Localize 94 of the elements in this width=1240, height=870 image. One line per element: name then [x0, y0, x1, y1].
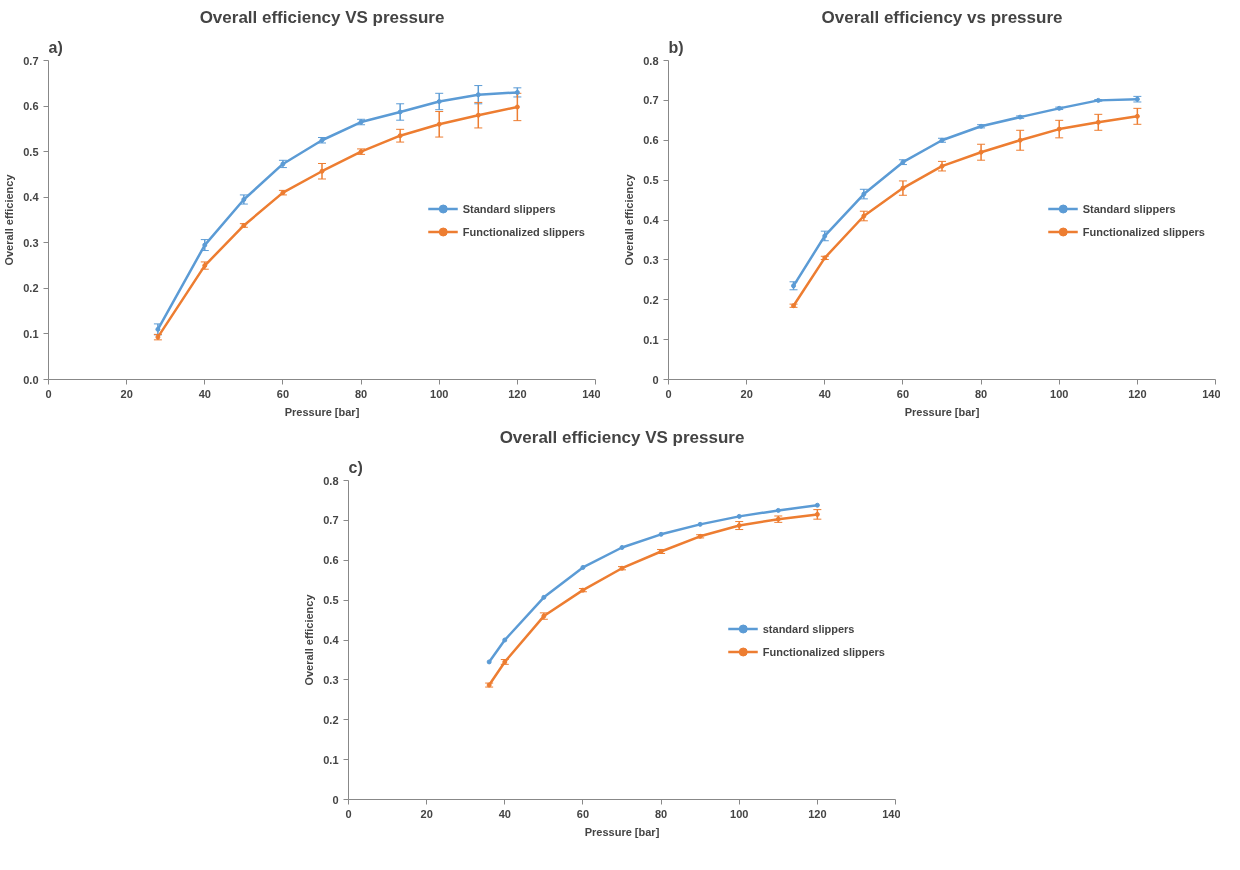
legend-label: Functionalized slippers: [1082, 225, 1205, 237]
x-tick-label: 140: [582, 387, 601, 400]
x-tick-label: 20: [740, 387, 753, 400]
y-tick-label: 0.3: [643, 253, 659, 266]
point: [541, 594, 547, 600]
text: a): [48, 38, 63, 56]
point: [502, 637, 508, 643]
y-tick-label: 0.5: [323, 594, 339, 607]
point: [319, 168, 325, 174]
x-tick-label: 100: [430, 387, 449, 400]
y-tick-label: 0.6: [643, 134, 659, 147]
x-tick-label: 0: [665, 387, 672, 400]
point: [814, 502, 820, 508]
chart-title: Overall efficiency vs pressure: [821, 7, 1063, 27]
x-tick-label: 80: [654, 807, 668, 820]
y-tick-label: 0.7: [323, 514, 339, 527]
point: [475, 112, 481, 118]
y-tick-label: 0.1: [643, 333, 659, 346]
y-tick-label: 0.4: [323, 634, 340, 646]
x-tick-label: 40: [198, 387, 211, 400]
point: [775, 507, 781, 513]
x-tick-label: 120: [808, 807, 827, 820]
y-tick-label: 0: [332, 793, 339, 806]
x-axis-title: Pressure [bar]: [284, 405, 360, 418]
x-axis-title: Pressure [bar]: [584, 825, 660, 838]
point: [155, 326, 161, 332]
y-tick-label: 0.1: [323, 753, 339, 766]
x-tick-label: 140: [1202, 387, 1221, 400]
point: [436, 121, 442, 127]
y-tick-label: 0.8: [643, 54, 659, 67]
point: [1095, 119, 1101, 125]
y-tick-label: 0.1: [23, 327, 39, 340]
x-axis-title: Pressure [bar]: [904, 405, 980, 418]
point: [1056, 126, 1062, 132]
x-tick-label: 80: [354, 387, 368, 400]
legend-label: Functionalized slippers: [462, 225, 585, 237]
point: [1134, 113, 1140, 119]
point: [658, 531, 664, 537]
point: [436, 99, 442, 105]
text: b): [668, 38, 684, 56]
point: [580, 564, 586, 570]
point: [619, 544, 625, 550]
y-tick-label: 0.5: [643, 174, 659, 187]
x-tick-label: 120: [508, 387, 527, 400]
x-tick-label: 0: [345, 807, 352, 820]
point: [397, 109, 403, 115]
point: [736, 513, 742, 519]
y-tick-label: 0.6: [23, 100, 39, 113]
y-tick-label: 0.7: [643, 94, 659, 107]
y-tick-label: 0.7: [23, 54, 39, 67]
y-tick-label: 0.8: [323, 474, 339, 487]
x-tick-label: 60: [276, 387, 290, 400]
y-tick-label: 0.6: [323, 554, 339, 567]
x-tick-label: 80: [974, 387, 988, 400]
y-tick-label: 0.3: [23, 236, 39, 249]
x-tick-label: 140: [882, 807, 901, 820]
x-tick-label: 0: [45, 387, 52, 400]
x-tick-label: 20: [420, 807, 433, 820]
x-tick-label: 40: [498, 807, 511, 820]
x-tick-label: 120: [1128, 387, 1147, 400]
point: [475, 92, 481, 98]
y-axis-title: Overall efficiency: [303, 593, 316, 686]
x-tick-label: 20: [120, 387, 133, 400]
point: [900, 185, 906, 191]
x-tick-label: 60: [896, 387, 910, 400]
y-tick-label: 0.5: [23, 145, 39, 158]
legend-label: standard slippers: [762, 622, 855, 634]
point: [978, 149, 984, 155]
y-tick-label: 0.2: [23, 282, 39, 295]
text: c): [348, 458, 363, 476]
point: [1017, 137, 1023, 143]
y-axis-title: Overall efficiency: [623, 173, 636, 266]
x-tick-label: 40: [818, 387, 831, 400]
point: [202, 242, 208, 248]
point: [397, 133, 403, 139]
y-tick-label: 0.4: [643, 214, 660, 226]
point: [697, 521, 703, 527]
y-tick-label: 0: [652, 373, 659, 386]
y-tick-label: 0.2: [643, 293, 659, 306]
x-tick-label: 100: [1050, 387, 1069, 400]
y-tick-label: 0.4: [23, 191, 40, 204]
legend-label: Standard slippers: [462, 202, 556, 214]
legend-label: Functionalized slippers: [762, 645, 885, 657]
x-tick-label: 60: [576, 807, 590, 820]
y-tick-label: 0.2: [323, 713, 339, 726]
chart-title: Overall efficiency VS pressure: [199, 7, 445, 27]
y-tick-label: 0.0: [23, 373, 39, 386]
point: [514, 104, 520, 110]
y-tick-label: 0.3: [323, 673, 339, 686]
point: [486, 659, 492, 665]
x-tick-label: 100: [730, 807, 749, 820]
y-axis-title: Overall efficiency: [3, 173, 16, 266]
legend-label: Standard slippers: [1082, 202, 1176, 214]
chart-title: Overall efficiency VS pressure: [499, 427, 745, 447]
